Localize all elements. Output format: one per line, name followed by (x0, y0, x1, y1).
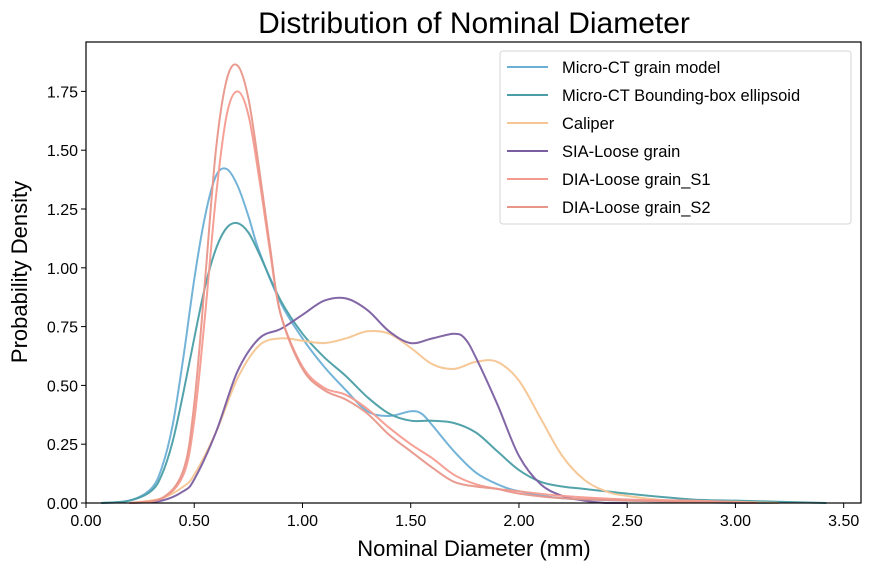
legend-label: DIA-Loose grain_S2 (562, 199, 711, 217)
x-tick-label: 0.50 (179, 513, 210, 530)
x-tick-label: 2.50 (612, 513, 643, 530)
legend-label: Micro-CT Bounding-box ellipsoid (562, 87, 800, 105)
y-tick-label: 0.00 (47, 496, 78, 513)
plot-area (101, 63, 827, 504)
series-line-3 (129, 329, 779, 504)
y-tick-label: 0.50 (47, 378, 78, 395)
x-tick-label: 1.50 (395, 513, 426, 530)
series-line-5 (129, 90, 758, 504)
y-tick-label: 1.00 (47, 261, 78, 278)
legend: Micro-CT grain model Micro-CT Bounding-bo… (499, 50, 852, 225)
y-axis-title: Probability Density (7, 181, 32, 363)
y-tick-label: 0.25 (47, 437, 78, 454)
legend-box (499, 50, 852, 225)
series-line-4 (129, 296, 628, 504)
x-tick-label: 0.00 (70, 513, 101, 530)
series-line-6 (129, 63, 758, 504)
series-line-2 (101, 221, 827, 504)
y-tick-label: 1.75 (47, 84, 78, 101)
legend-label: DIA-Loose grain_S1 (562, 171, 711, 189)
y-tick-label: 1.25 (47, 202, 78, 219)
x-tick-label: 3.00 (720, 513, 751, 530)
series-line-1 (101, 167, 779, 504)
x-tick-label: 3.50 (828, 513, 859, 530)
y-tick-label: 1.50 (47, 143, 78, 160)
y-axis: 0.00 0.25 0.50 0.75 1.00 1.25 1.50 1.75 (47, 84, 86, 513)
axes-frame (85, 41, 862, 504)
y-tick-label: 0.75 (47, 320, 78, 337)
x-axis-title: Nominal Diameter (mm) (357, 536, 590, 561)
legend-label: Micro-CT grain model (562, 59, 720, 77)
x-tick-label: 2.00 (503, 513, 534, 530)
legend-label: Caliper (562, 115, 615, 133)
x-tick-label: 1.00 (287, 513, 318, 530)
x-axis: 0.00 0.50 1.00 1.50 2.00 2.50 3.00 3.50 (70, 503, 859, 530)
chart-title: Distribution of Nominal Diameter (258, 7, 690, 40)
legend-label: SIA-Loose grain (562, 143, 680, 161)
